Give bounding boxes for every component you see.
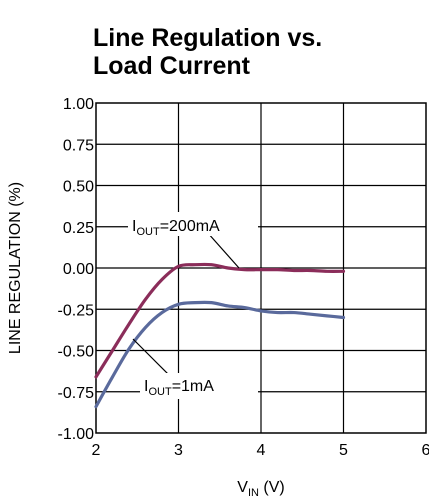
series-lines xyxy=(94,262,346,409)
y-tick-label: 0.25 xyxy=(63,220,94,237)
x-tick-label: 3 xyxy=(174,442,183,459)
chart-title-line1: Line Regulation vs. xyxy=(93,24,322,52)
y-tick-labels: 1.00 0.75 0.50 0.25 0.00 -0.25 -0.50 -0.75 -1.00 xyxy=(58,96,95,443)
y-tick-label: -0.75 xyxy=(58,385,95,402)
x-tick-label: 5 xyxy=(339,442,348,459)
annotation-1ma-main: I xyxy=(144,378,148,395)
series-line-iout-1ma xyxy=(94,300,346,409)
y-tick-label: 0.00 xyxy=(63,261,94,278)
x-tick-labels: 2 3 4 5 6 xyxy=(92,442,429,459)
x-axis-label-unit: (V) xyxy=(259,479,285,496)
x-tick-label: 2 xyxy=(92,442,101,459)
plot-frame xyxy=(95,102,427,434)
annotation-label-200ma: IOUT=200mA xyxy=(132,218,220,238)
annotation-label-1ma: IOUT=1mA xyxy=(144,378,214,398)
x-axis-label-main: V xyxy=(237,479,248,496)
chart-title-line2: Load Current xyxy=(93,52,251,80)
annotation-bg-200ma xyxy=(128,212,258,236)
y-tick-label: 1.00 xyxy=(63,96,94,113)
y-tick-label: -0.50 xyxy=(58,344,95,361)
x-tick-label: 6 xyxy=(422,442,429,459)
annotation-leader-200ma xyxy=(206,231,240,269)
y-axis-label: LINE REGULATION (%) xyxy=(7,182,24,354)
annotation-bg-1ma xyxy=(140,373,258,399)
y-tick-label: 0.75 xyxy=(63,137,94,154)
y-tick-label: 0.50 xyxy=(63,179,94,196)
annotation-200ma-sub: OUT xyxy=(136,226,160,238)
annotation-200ma-rest: =200mA xyxy=(160,218,220,235)
series-line-iout-200ma xyxy=(94,262,346,379)
annotation-1ma-rest: =1mA xyxy=(172,378,215,395)
x-tick-label: 4 xyxy=(257,442,266,459)
y-tick-label: -1.00 xyxy=(58,426,95,443)
x-axis-label-sub: IN xyxy=(248,487,259,499)
annotation-1ma-sub: OUT xyxy=(148,386,172,398)
y-tick-label: -0.25 xyxy=(58,302,95,319)
annotation-200ma-main: I xyxy=(132,218,136,235)
x-axis-label: VIN (V) xyxy=(237,479,284,499)
